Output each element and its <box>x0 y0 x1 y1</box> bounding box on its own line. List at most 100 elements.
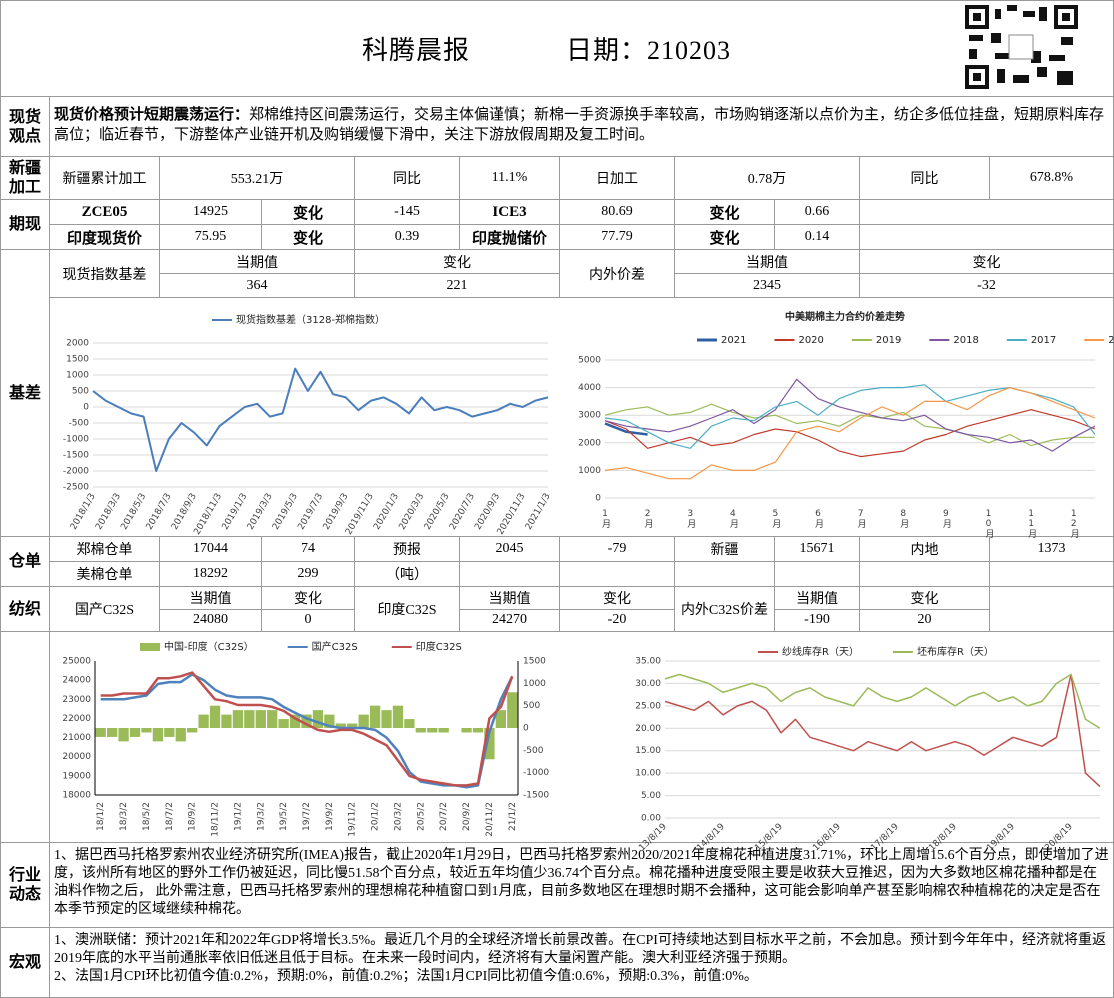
series-line <box>664 673 1101 788</box>
y-tick-label: -1500 <box>523 791 549 801</box>
y-tick-label: 15.00 <box>635 746 661 756</box>
table-cell: 80.69 <box>560 200 675 225</box>
x-tick-label: 19/7/2 <box>302 802 312 831</box>
view-heading: 现货价格预计短期震荡运行： <box>54 107 250 123</box>
table-cell: 当期值 <box>675 250 860 274</box>
x-tick-label: 19/5/2 <box>279 802 289 831</box>
x-tick-label: 20/3/2 <box>393 802 403 831</box>
bar <box>484 728 495 760</box>
x-tick-label: 13/8/19 <box>637 822 669 854</box>
x-tick-label: 9月 <box>941 509 952 529</box>
empty-cell <box>560 562 675 587</box>
bar <box>107 728 118 737</box>
x-tick-label: 19/3/2 <box>256 802 266 831</box>
y-tick-label: 35.00 <box>635 657 661 667</box>
bar <box>141 728 152 733</box>
y-tick-label: -1000 <box>523 768 549 778</box>
row-label: 纺织 <box>0 587 50 632</box>
series-line <box>664 673 1101 729</box>
y-tick-label: 0 <box>595 494 601 504</box>
table-cell: 221 <box>355 274 560 298</box>
table-cell: 0.39 <box>355 225 460 250</box>
bar <box>472 728 484 733</box>
x-tick-label: 20/1/2 <box>371 802 381 831</box>
x-tick-label: 12月 <box>1069 509 1080 539</box>
x-tick-label: 2020/7/3 <box>448 492 477 532</box>
legend-swatch <box>140 643 160 651</box>
y-tick-label: 2000 <box>66 339 89 349</box>
table-cell: 日加工 <box>560 157 675 200</box>
table-cell: 预报 <box>355 537 460 562</box>
legend-label: 2020 <box>798 335 823 346</box>
x-tick-label: 2018/5/3 <box>119 492 148 532</box>
x-tick-label: 15/8/19 <box>753 822 785 854</box>
y-tick-label: 5.00 <box>641 791 661 801</box>
y-tick-label: 24000 <box>62 676 91 686</box>
y-tick-label: 0 <box>523 724 529 734</box>
series-line <box>604 387 1096 480</box>
chart-title: 中美期棉主力合约价差走势 <box>785 310 905 323</box>
x-tick-label: 18/8/19 <box>927 822 959 854</box>
bar <box>255 710 266 728</box>
table-cell: 国产C32S <box>50 587 160 632</box>
table-cell: 14925 <box>160 200 262 225</box>
table-cell: 299 <box>262 562 355 587</box>
row-label: 新疆加工 <box>0 157 50 200</box>
y-tick-label: 1000 <box>66 371 89 381</box>
legend-label: 2019 <box>876 335 901 346</box>
table-cell: 24080 <box>160 609 262 632</box>
bar <box>301 714 312 728</box>
y-tick-label: 3000 <box>578 411 601 421</box>
row-label: 期现 <box>0 200 50 250</box>
legend-label: 坯布库存R（天） <box>917 645 994 658</box>
y-tick-label: 1500 <box>66 355 89 365</box>
x-tick-label: 2020/9/3 <box>473 492 502 532</box>
x-tick-label: 20/11/2 <box>485 802 495 837</box>
y-tick-label: 30.00 <box>635 679 661 689</box>
x-tick-label: 5月 <box>770 509 781 529</box>
table-cell: 0.14 <box>775 225 860 250</box>
table-cell: 17044 <box>160 537 262 562</box>
table-cell: ZCE05 <box>50 200 160 225</box>
legend-label: 2017 <box>1031 335 1056 346</box>
table-cell: 印度C32S <box>355 587 460 632</box>
table-cell: 77.79 <box>560 225 675 250</box>
table-cell: 20 <box>860 609 990 632</box>
x-tick-label: 2021/1/3 <box>524 492 553 532</box>
macro-text: 1、澳洲联储：预计2021年和2022年GDP将增长3.5%。最近几个月的全球经… <box>50 928 1114 998</box>
y-tick-label: 20000 <box>62 752 91 762</box>
legend-label: 中国-印度（C32S） <box>164 640 254 653</box>
bar <box>164 728 175 737</box>
x-tick-label: 2019/9/3 <box>322 492 351 532</box>
y-tick-label: 23000 <box>62 695 91 705</box>
x-tick-label: 10月 <box>983 509 994 539</box>
table-cell: 变化 <box>262 200 355 225</box>
table-cell: -79 <box>560 537 675 562</box>
table-cell: 当期值 <box>160 250 355 274</box>
y-tick-label: 18000 <box>62 791 91 801</box>
y-tick-label: -2000 <box>63 467 89 477</box>
x-tick-label: 18/5/2 <box>142 802 152 831</box>
y-tick-label: 25.00 <box>635 701 661 711</box>
bar <box>461 728 472 733</box>
bar <box>312 710 324 728</box>
x-tick-label: 2020/3/3 <box>398 492 427 532</box>
y-tick-label: 0.00 <box>641 814 661 824</box>
table-cell: 24270 <box>460 609 560 632</box>
table-cell: 0.78万 <box>675 157 860 200</box>
bar <box>507 692 518 728</box>
y-tick-label: 500 <box>523 701 540 711</box>
row-label: 行业动态 <box>0 843 50 928</box>
x-tick-label: 2018/9/3 <box>170 492 199 532</box>
table-cell: 当期值 <box>775 587 860 610</box>
series-line <box>92 367 549 472</box>
x-tick-label: 2019/7/3 <box>296 492 325 532</box>
row-label: 现货观点 <box>0 97 50 157</box>
series-line <box>604 384 1096 449</box>
table-cell: 0 <box>262 609 355 632</box>
y-tick-label: 500 <box>72 387 89 397</box>
y-tick-label: 19000 <box>62 771 91 781</box>
table-cell: 内外C32S价差 <box>675 587 775 632</box>
x-tick-label: 14/8/19 <box>695 822 727 854</box>
